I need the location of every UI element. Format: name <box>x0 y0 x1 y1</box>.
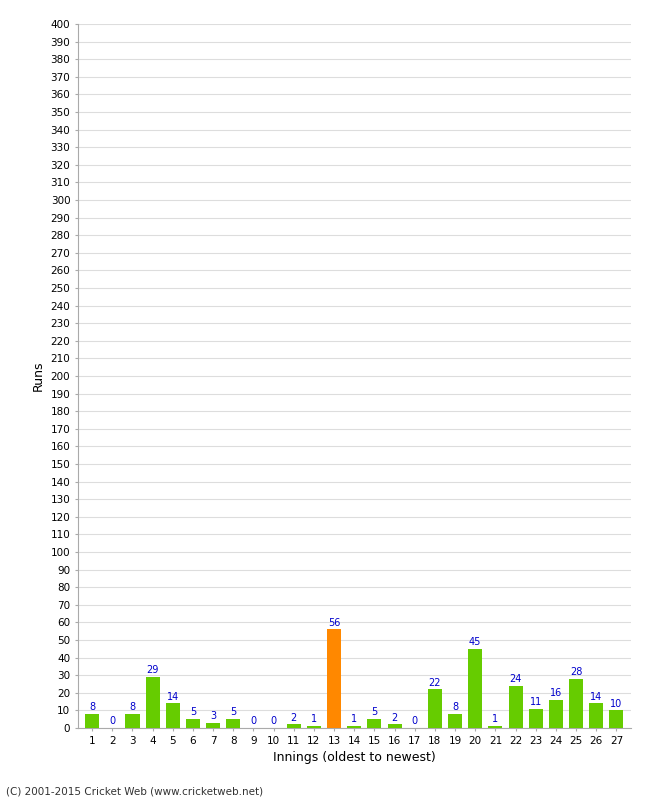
Text: 0: 0 <box>109 716 115 726</box>
Text: 2: 2 <box>291 713 297 722</box>
Text: 10: 10 <box>610 698 623 709</box>
Bar <box>387 725 402 728</box>
Text: 1: 1 <box>311 714 317 725</box>
Text: 8: 8 <box>452 702 458 712</box>
Text: 14: 14 <box>166 691 179 702</box>
Bar <box>307 726 321 728</box>
Text: 0: 0 <box>411 716 418 726</box>
Y-axis label: Runs: Runs <box>32 361 45 391</box>
Bar <box>589 703 603 728</box>
X-axis label: Innings (oldest to newest): Innings (oldest to newest) <box>273 751 436 764</box>
Text: 5: 5 <box>190 707 196 718</box>
Bar <box>508 686 523 728</box>
Bar <box>146 677 160 728</box>
Text: 24: 24 <box>510 674 522 684</box>
Text: 56: 56 <box>328 618 340 628</box>
Bar <box>428 690 442 728</box>
Bar <box>125 714 140 728</box>
Text: 1: 1 <box>492 714 499 725</box>
Text: 5: 5 <box>230 707 237 718</box>
Bar <box>367 719 382 728</box>
Text: 5: 5 <box>371 707 378 718</box>
Bar <box>468 649 482 728</box>
Bar <box>287 725 301 728</box>
Bar <box>226 719 240 728</box>
Text: 45: 45 <box>469 637 482 647</box>
Bar <box>347 726 361 728</box>
Bar <box>206 722 220 728</box>
Bar <box>85 714 99 728</box>
Text: 2: 2 <box>391 713 398 722</box>
Text: (C) 2001-2015 Cricket Web (www.cricketweb.net): (C) 2001-2015 Cricket Web (www.cricketwe… <box>6 786 264 796</box>
Bar <box>327 630 341 728</box>
Bar <box>488 726 502 728</box>
Text: 0: 0 <box>250 716 257 726</box>
Text: 1: 1 <box>351 714 358 725</box>
Bar <box>569 678 583 728</box>
Text: 14: 14 <box>590 691 603 702</box>
Text: 8: 8 <box>129 702 135 712</box>
Text: 22: 22 <box>428 678 441 687</box>
Bar <box>528 709 543 728</box>
Text: 16: 16 <box>550 688 562 698</box>
Bar <box>186 719 200 728</box>
Text: 0: 0 <box>270 716 277 726</box>
Text: 28: 28 <box>570 667 582 677</box>
Text: 8: 8 <box>89 702 95 712</box>
Bar <box>549 700 563 728</box>
Text: 3: 3 <box>210 711 216 721</box>
Text: 11: 11 <box>530 697 542 707</box>
Text: 29: 29 <box>146 666 159 675</box>
Bar <box>166 703 180 728</box>
Bar <box>448 714 462 728</box>
Bar <box>609 710 623 728</box>
